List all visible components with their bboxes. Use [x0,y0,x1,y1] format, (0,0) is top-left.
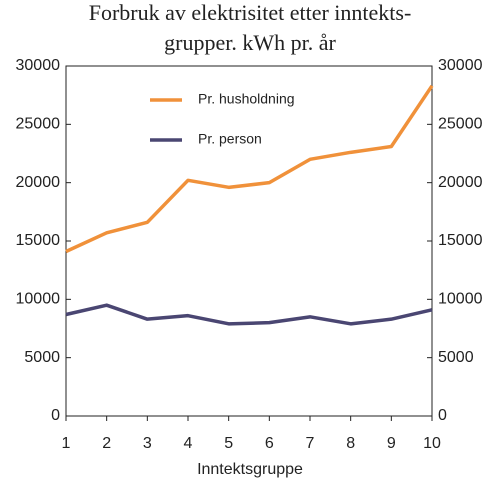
y2-tick-label: 10000 [438,291,483,308]
series-line [65,303,433,326]
y2-tick-label: 15000 [438,232,483,249]
x-tick-label: 3 [143,435,152,452]
chart-title: Forbruk av elektrisitet etter inntekts- [89,0,412,25]
x-tick-label: 6 [265,435,274,452]
y-tick-label: 30000 [16,57,61,74]
x-tick-label: 1 [62,435,71,452]
y-tick-label: 25000 [16,116,61,133]
x-tick-label: 8 [346,435,355,452]
x-tick-label: 7 [306,435,315,452]
legend-label: Pr. person [198,131,262,147]
x-tick-label: 10 [423,435,441,452]
y-tick-label: 10000 [16,291,61,308]
y2-tick-label: 20000 [438,174,483,191]
x-tick-label: 5 [224,435,233,452]
x-axis-label: Inntektsgruppe [197,461,303,478]
x-tick-label: 2 [102,435,111,452]
y2-tick-label: 30000 [438,57,483,74]
y-tick-label: 20000 [16,174,61,191]
y2-tick-label: 25000 [438,116,483,133]
legend-label: Pr. husholdning [198,91,295,107]
series-line [65,84,434,254]
y-tick-label: 0 [51,407,60,424]
x-tick-label: 9 [387,435,396,452]
y-tick-label: 5000 [24,349,60,366]
plot-frame [65,65,433,417]
y2-tick-label: 5000 [438,349,474,366]
y2-tick-label: 0 [438,407,447,424]
y-tick-label: 15000 [16,232,61,249]
x-tick-label: 4 [184,435,193,452]
chart-title: grupper. kWh pr. år [164,30,336,55]
